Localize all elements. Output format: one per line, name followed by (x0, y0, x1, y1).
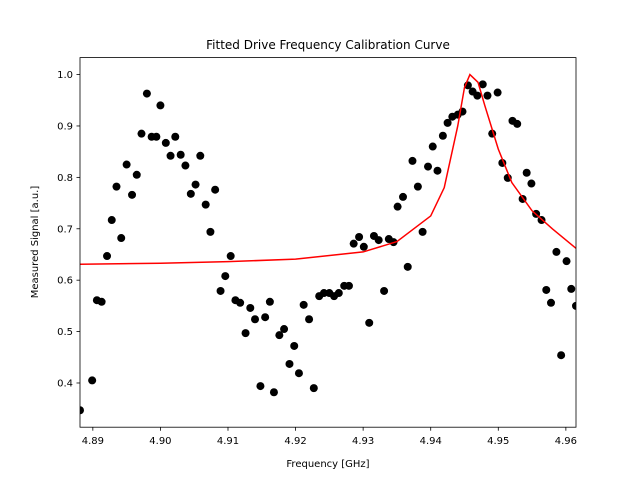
scatter-point (433, 166, 442, 175)
plot-frame (79, 57, 577, 428)
x-tick-label: 4.94 (420, 436, 442, 447)
scatter-point (117, 234, 126, 243)
scatter-point (299, 300, 308, 309)
fit-line (80, 73, 576, 265)
scatter-point (256, 382, 265, 391)
scatter-point (403, 262, 412, 271)
scatter-point (413, 182, 422, 191)
scatter-point (567, 284, 576, 293)
scatter-point (156, 101, 165, 110)
scatter-point (265, 297, 274, 306)
scatter-point (309, 384, 318, 393)
x-tick-label: 4.89 (82, 436, 104, 447)
scatter-point (88, 376, 97, 385)
scatter-point (359, 242, 368, 251)
y-tick-label: 0.4 (57, 378, 73, 389)
scatter-point (137, 129, 146, 138)
scatter-point (128, 190, 137, 199)
scatter-point (285, 359, 294, 368)
scatter-point (443, 118, 452, 127)
y-axis-label: Measured Signal [a.u.] (30, 186, 41, 299)
scatter-point (438, 131, 447, 140)
scatter-point (522, 168, 531, 177)
scatter-point (80, 406, 84, 415)
scatter-point (349, 239, 358, 248)
scatter-point (527, 179, 536, 188)
y-tick-label: 0.6 (57, 276, 73, 287)
scatter-point (418, 227, 427, 236)
x-tick-label: 4.96 (555, 436, 577, 447)
scatter-point (355, 233, 364, 242)
scatter-point (211, 185, 220, 194)
x-tick-label: 4.95 (487, 436, 509, 447)
scatter-point (241, 329, 250, 338)
scatter-point (132, 170, 141, 179)
scatter-point (103, 252, 112, 261)
scatter-point (280, 325, 289, 334)
scatter-point (171, 132, 180, 141)
scatter-point (181, 161, 190, 170)
scatter-point (226, 252, 235, 261)
scatter-point (201, 200, 210, 209)
scatter-point (206, 227, 215, 236)
y-tick-label: 0.9 (57, 121, 73, 132)
x-tick-label: 4.93 (352, 436, 374, 447)
scatter-point (161, 138, 170, 147)
scatter-point (546, 298, 555, 307)
scatter-point (408, 156, 417, 165)
scatter-point (251, 315, 260, 324)
scatter-point (107, 216, 116, 225)
scatter-point (275, 331, 284, 340)
scatter-point (428, 142, 437, 151)
scatter-point (122, 160, 131, 169)
scatter-point (483, 91, 492, 100)
scatter-point (97, 297, 106, 306)
scatter-point (176, 150, 185, 159)
scatter-point (380, 286, 389, 295)
scatter-point (142, 89, 151, 98)
scatter-point (334, 289, 343, 298)
x-axis-label: Frequency [GHz] (286, 459, 369, 470)
scatter-point (374, 236, 383, 245)
scatter-point (269, 388, 278, 397)
scatter-point (191, 180, 200, 189)
scatter-point (166, 151, 175, 160)
scatter-point (344, 281, 353, 290)
scatter-point (305, 315, 314, 324)
scatter-point (196, 151, 205, 160)
scatter-point (152, 132, 161, 141)
scatter-point (261, 313, 270, 322)
scatter-point (562, 257, 571, 266)
scatter-point (493, 88, 502, 97)
y-tick-label: 1.0 (57, 70, 73, 81)
scatter-point (112, 182, 121, 191)
scatter-point (393, 202, 402, 211)
scatter-point (513, 119, 522, 128)
x-tick-label: 4.92 (284, 436, 306, 447)
scatter-point (399, 192, 408, 201)
scatter-point (216, 286, 225, 295)
scatter-point (236, 298, 245, 307)
y-tick-label: 0.5 (57, 327, 73, 338)
scatter-point (294, 369, 303, 378)
scatter-point (473, 91, 482, 100)
scatter-point (186, 189, 195, 198)
scatter-point (424, 162, 433, 171)
scatter-point (290, 341, 299, 350)
scatter-point (365, 318, 374, 327)
scatter-point (221, 272, 230, 281)
chart-title: Fitted Drive Frequency Calibration Curve (206, 38, 450, 52)
y-tick-label: 0.7 (57, 224, 73, 235)
x-tick-label: 4.90 (149, 436, 171, 447)
x-tick-label: 4.91 (217, 436, 239, 447)
scatter-point (572, 301, 576, 310)
scatter-point (542, 285, 551, 294)
scatter-point (557, 351, 566, 360)
scatter-point (552, 247, 561, 256)
scatter-point (246, 303, 255, 312)
scatter-point (478, 80, 487, 89)
y-tick-label: 0.8 (57, 173, 73, 184)
